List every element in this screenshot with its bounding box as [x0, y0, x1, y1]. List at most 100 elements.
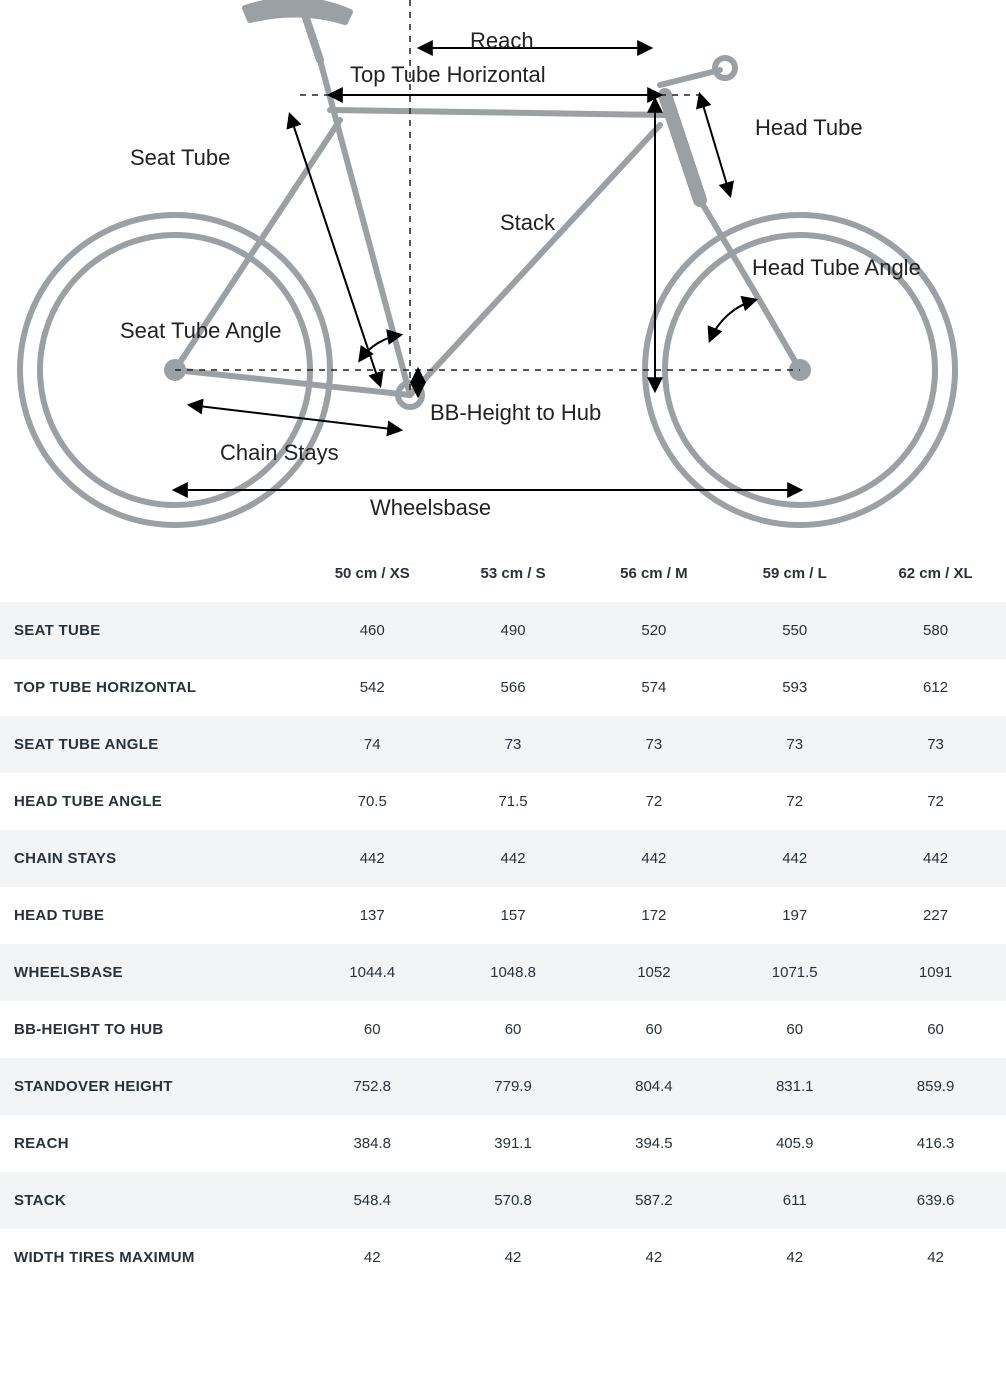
cell-value: 566 [443, 659, 584, 716]
cell-value: 442 [443, 830, 584, 887]
cell-value: 394.5 [583, 1115, 724, 1172]
row-label: Seat Tube [0, 602, 302, 659]
row-label: Reach [0, 1115, 302, 1172]
cell-value: 137 [302, 887, 443, 944]
cell-value: 391.1 [443, 1115, 584, 1172]
table-row: Wheelsbase1044.41048.810521071.51091 [0, 944, 1006, 1001]
cell-value: 831.1 [724, 1058, 865, 1115]
cell-value: 593 [724, 659, 865, 716]
cell-value: 859.9 [865, 1058, 1006, 1115]
row-label: Head Tube [0, 887, 302, 944]
cell-value: 639.6 [865, 1172, 1006, 1229]
cell-value: 1052 [583, 944, 724, 1001]
cell-value: 72 [724, 773, 865, 830]
cell-value: 60 [724, 1001, 865, 1058]
cell-value: 587.2 [583, 1172, 724, 1229]
cell-value: 612 [865, 659, 1006, 716]
cell-value: 73 [865, 716, 1006, 773]
table-row: BB-Height to Hub6060606060 [0, 1001, 1006, 1058]
cell-value: 574 [583, 659, 724, 716]
geometry-table-body: Seat Tube460490520550580Top Tube Horizon… [0, 602, 1006, 1286]
cell-value: 157 [443, 887, 584, 944]
col-header: 59 cm / L [724, 545, 865, 602]
table-row: Stack548.4570.8587.2611639.6 [0, 1172, 1006, 1229]
label-seat-tube: Seat Tube [130, 145, 230, 171]
geometry-table: 50 cm / XS 53 cm / S 56 cm / M 59 cm / L… [0, 545, 1006, 1286]
cell-value: 72 [865, 773, 1006, 830]
cell-value: 197 [724, 887, 865, 944]
col-header: 53 cm / S [443, 545, 584, 602]
cell-value: 384.8 [302, 1115, 443, 1172]
label-bb-height: BB-Height to Hub [430, 400, 601, 426]
row-label: Standover Height [0, 1058, 302, 1115]
cell-value: 542 [302, 659, 443, 716]
cell-value: 1091 [865, 944, 1006, 1001]
table-row: Seat Tube460490520550580 [0, 602, 1006, 659]
cell-value: 442 [724, 830, 865, 887]
cell-value: 442 [302, 830, 443, 887]
row-label: BB-Height to Hub [0, 1001, 302, 1058]
table-row: Head Tube Angle70.571.5727272 [0, 773, 1006, 830]
table-row: Standover Height752.8779.9804.4831.1859.… [0, 1058, 1006, 1115]
table-row: Chain Stays442442442442442 [0, 830, 1006, 887]
cell-value: 442 [865, 830, 1006, 887]
cell-value: 60 [865, 1001, 1006, 1058]
label-wheelsbase: Wheelsbase [370, 495, 491, 521]
row-label: Stack [0, 1172, 302, 1229]
cell-value: 1071.5 [724, 944, 865, 1001]
cell-value: 42 [724, 1229, 865, 1286]
cell-value: 752.8 [302, 1058, 443, 1115]
table-row: Reach384.8391.1394.5405.9416.3 [0, 1115, 1006, 1172]
cell-value: 570.8 [443, 1172, 584, 1229]
label-head-tube: Head Tube [755, 115, 863, 141]
cell-value: 580 [865, 602, 1006, 659]
table-row: Seat Tube Angle7473737373 [0, 716, 1006, 773]
col-header: 56 cm / M [583, 545, 724, 602]
table-corner [0, 545, 302, 602]
table-row: Width Tires Maximum4242424242 [0, 1229, 1006, 1286]
col-header: 62 cm / XL [865, 545, 1006, 602]
row-label: Top Tube Horizontal [0, 659, 302, 716]
row-label: Head Tube Angle [0, 773, 302, 830]
cell-value: 42 [583, 1229, 724, 1286]
geometry-table-head: 50 cm / XS 53 cm / S 56 cm / M 59 cm / L… [0, 545, 1006, 602]
cell-value: 73 [583, 716, 724, 773]
cell-value: 73 [724, 716, 865, 773]
cell-value: 779.9 [443, 1058, 584, 1115]
row-label: Chain Stays [0, 830, 302, 887]
cell-value: 42 [865, 1229, 1006, 1286]
row-label: Wheelsbase [0, 944, 302, 1001]
col-header: 50 cm / XS [302, 545, 443, 602]
cell-value: 42 [443, 1229, 584, 1286]
cell-value: 74 [302, 716, 443, 773]
cell-value: 172 [583, 887, 724, 944]
cell-value: 60 [302, 1001, 443, 1058]
cell-value: 72 [583, 773, 724, 830]
bike-geometry-diagram: Reach Top Tube Horizontal Head Tube Seat… [0, 0, 1006, 545]
cell-value: 73 [443, 716, 584, 773]
cell-value: 490 [443, 602, 584, 659]
cell-value: 1048.8 [443, 944, 584, 1001]
label-reach: Reach [470, 28, 534, 54]
row-label: Seat Tube Angle [0, 716, 302, 773]
cell-value: 460 [302, 602, 443, 659]
cell-value: 1044.4 [302, 944, 443, 1001]
cell-value: 60 [443, 1001, 584, 1058]
cell-value: 442 [583, 830, 724, 887]
cell-value: 70.5 [302, 773, 443, 830]
cell-value: 548.4 [302, 1172, 443, 1229]
label-chain-stays: Chain Stays [220, 440, 339, 466]
cell-value: 42 [302, 1229, 443, 1286]
cell-value: 550 [724, 602, 865, 659]
table-row: Top Tube Horizontal542566574593612 [0, 659, 1006, 716]
cell-value: 60 [583, 1001, 724, 1058]
label-stack: Stack [500, 210, 555, 236]
cell-value: 71.5 [443, 773, 584, 830]
label-head-tube-angle: Head Tube Angle [752, 255, 921, 281]
row-label: Width Tires Maximum [0, 1229, 302, 1286]
cell-value: 520 [583, 602, 724, 659]
cell-value: 804.4 [583, 1058, 724, 1115]
table-row: Head Tube137157172197227 [0, 887, 1006, 944]
cell-value: 416.3 [865, 1115, 1006, 1172]
label-top-tube-horizontal: Top Tube Horizontal [350, 62, 546, 88]
